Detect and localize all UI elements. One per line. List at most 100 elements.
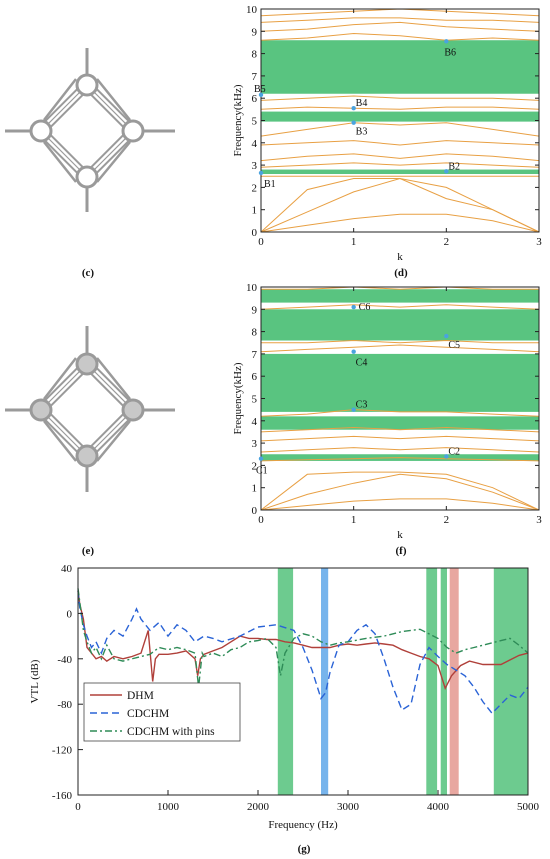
pinned-resonator-top (75, 352, 99, 376)
legend: DHM CDCHM CDCHM with pins (83, 682, 241, 742)
band-line-2 (260, 498, 540, 511)
y-tick-label: 4 (252, 416, 258, 428)
x-tick-label: 2 (444, 514, 450, 526)
point-label-B4: B4 (356, 98, 368, 109)
shaded-band-green (493, 568, 528, 795)
shaded-band-green (440, 568, 447, 795)
point-C5 (444, 333, 449, 339)
y-tick-label: -40 (57, 654, 72, 666)
x-tick-label: 5000 (517, 801, 540, 813)
point-C6 (351, 304, 356, 310)
bandgap-0 (261, 289, 539, 303)
point-label-B3: B3 (356, 127, 368, 138)
y-tick-label: 1 (252, 205, 258, 217)
series-line-cdchm (77, 590, 529, 715)
point-B4 (351, 106, 356, 111)
y-axis-title: VTL (dB) (29, 659, 41, 703)
shaded-band-red (449, 568, 459, 795)
y-tick-label: 2 (252, 182, 258, 194)
band-line-13 (260, 8, 540, 17)
resonator-right (121, 119, 145, 143)
band-line-2 (260, 213, 540, 233)
y-tick-label: 40 (61, 563, 73, 575)
panel-label-g: (g) (298, 843, 311, 855)
series-line-cdchm-with-pins (77, 588, 529, 688)
pinned-resonator-bottom (75, 444, 99, 468)
x-tick-label: 1000 (157, 801, 180, 813)
band-line-0 (260, 471, 540, 511)
y-tick-label: 1 (252, 483, 258, 495)
band-line-5 (260, 435, 540, 442)
band-line-9 (260, 95, 540, 101)
band-line-10 (260, 304, 540, 310)
x-tick-label: 2 (444, 236, 450, 248)
legend-label: CDCHM (127, 708, 169, 720)
vtl-chart-g: 0 1000 2000 3000 4000 5000 40 0 -40 -80 -120 -160 Fr… (29, 563, 540, 831)
bandgap-1 (261, 309, 539, 341)
legend-label: CDCHM with pins (127, 726, 215, 738)
panel-label-e: (e) (82, 545, 95, 557)
plot-frame (77, 567, 529, 796)
band-line-6 (260, 426, 540, 433)
point-label-C1: C1 (256, 466, 268, 477)
y-tick-label: -80 (57, 699, 72, 711)
unit-cell-structure-c (5, 48, 175, 212)
band-line-7 (260, 122, 540, 137)
point-label-B6: B6 (444, 47, 456, 58)
x-tick-label: 0 (258, 514, 264, 526)
point-label-B2: B2 (448, 161, 460, 172)
y-tick-label: 0 (67, 608, 73, 620)
y-tick-label: 5 (252, 394, 258, 406)
panel-label-f: (f) (396, 545, 407, 557)
y-axis-title: Frequency(kHz) (232, 84, 244, 156)
band-line-10 (260, 32, 540, 41)
x-tick-label: 0 (75, 801, 81, 813)
x-tick-label: 3 (536, 236, 542, 248)
point-label-C2: C2 (448, 446, 460, 457)
resonator-bottom (75, 165, 99, 189)
y-tick-label: 9 (252, 26, 258, 38)
x-tick-label: 2000 (247, 801, 270, 813)
y-tick-label: 10 (246, 282, 258, 294)
point-label-C6: C6 (359, 302, 371, 313)
x-tick-label: 0 (258, 236, 264, 248)
unit-cell-structure-e (5, 326, 175, 492)
band-line-11 (260, 21, 540, 32)
y-tick-label: 7 (252, 349, 258, 361)
panel-label-c: (c) (82, 267, 95, 279)
point-label-C4: C4 (356, 358, 368, 369)
y-tick-label: 3 (252, 160, 258, 172)
y-tick-label: 9 (252, 304, 258, 316)
bandgap-0 (261, 40, 539, 94)
bandgap-3 (261, 416, 539, 430)
band-line-4 (260, 447, 540, 453)
y-tick-label: 2 (252, 460, 258, 472)
y-tick-label: 3 (252, 438, 258, 450)
x-axis-title: k (397, 529, 403, 541)
point-B5 (258, 92, 264, 98)
y-tick-label: 0 (252, 227, 258, 239)
y-tick-label: 8 (252, 49, 258, 61)
x-tick-label: 3 (536, 514, 542, 526)
x-tick-label: 3000 (337, 801, 360, 813)
band-line-8 (260, 344, 540, 353)
band-line-9 (261, 339, 539, 344)
x-axis-title: Frequency (Hz) (268, 819, 338, 831)
band-structure-chart-f: 0 1 2 3 0 1 2 3 4 5 6 7 8 9 10 k Frequency(kHz) C1 C2 C3 C4 C… (232, 282, 542, 541)
bandgap-2 (261, 169, 539, 175)
band-line-6 (260, 140, 540, 146)
y-tick-label: 5 (252, 116, 258, 128)
y-tick-label: -160 (52, 790, 73, 802)
band-line-4 (260, 162, 540, 168)
y-tick-label: 10 (246, 4, 258, 16)
point-B6 (444, 39, 449, 44)
shaded-band-green (277, 568, 294, 795)
band-line-1 (260, 177, 540, 233)
band-line-8 (260, 106, 540, 110)
y-tick-label: 8 (252, 327, 258, 339)
series-line-dhm (77, 590, 529, 691)
x-axis-title: k (397, 251, 403, 263)
bandgap-2 (261, 353, 539, 412)
point-B1 (258, 170, 264, 176)
